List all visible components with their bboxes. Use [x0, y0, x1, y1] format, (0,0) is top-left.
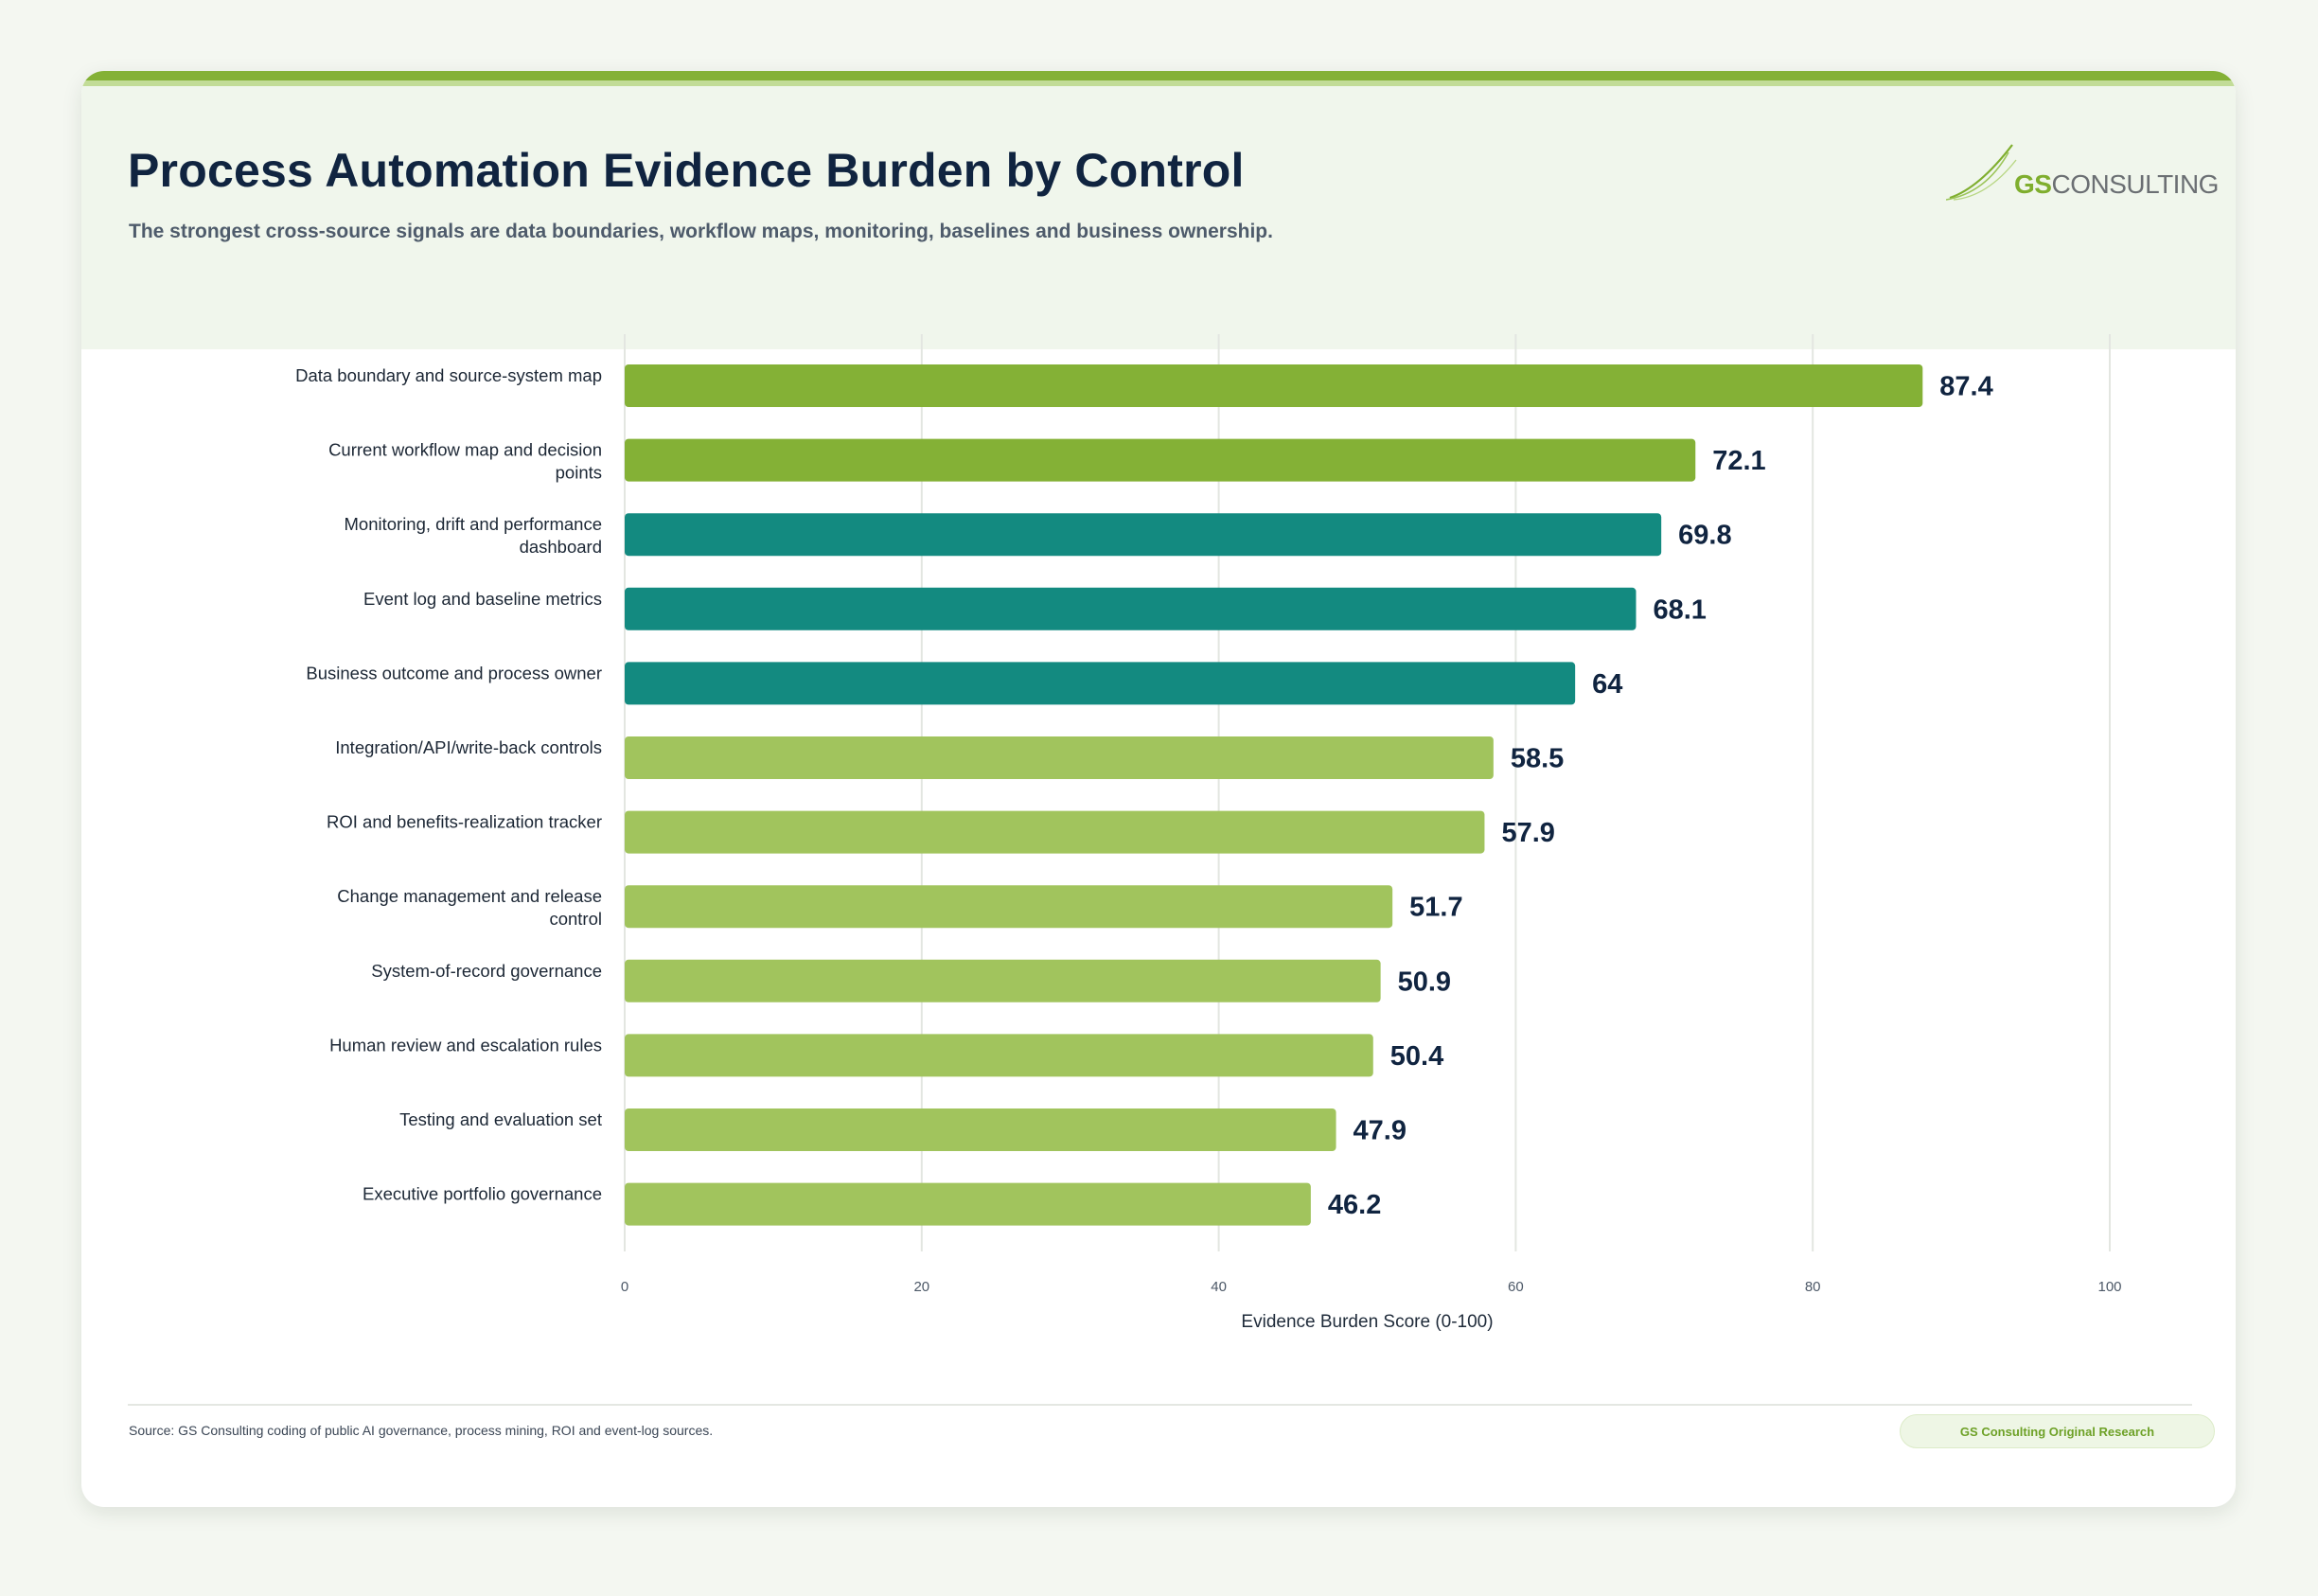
bar: [625, 662, 1576, 705]
category-label-line: points: [556, 463, 602, 483]
category-label-line: Monitoring, drift and performance: [345, 514, 603, 534]
logo-consulting: CONSULTING: [2051, 169, 2219, 199]
bar-value-label: 58.5: [1511, 744, 1564, 774]
x-tick-label: 80: [1805, 1279, 1821, 1295]
category-label: Business outcome and process owner: [306, 663, 602, 683]
source-note: Source: GS Consulting coding of public A…: [129, 1423, 714, 1438]
category-label: Event log and baseline metrics: [363, 589, 602, 609]
bar-value-label: 69.8: [1678, 521, 1731, 551]
page-subtitle: The strongest cross-source signals are d…: [129, 221, 1273, 242]
bar: [625, 959, 1381, 1002]
bar-value-label: 87.4: [1939, 372, 1992, 402]
category-label-line: Change management and release: [337, 886, 602, 906]
bar: [625, 1034, 1373, 1077]
bar: [625, 1108, 1336, 1151]
bar-value-label: 57.9: [1501, 818, 1554, 848]
x-tick-label: 0: [621, 1279, 628, 1295]
category-label: Current workflow map and decision points: [328, 440, 602, 483]
bar: [625, 587, 1637, 630]
category-label-line: Event log and baseline metrics: [363, 589, 602, 609]
bar-value-label: 46.2: [1328, 1190, 1381, 1220]
category-label-line: Data boundary and source-system map: [295, 365, 602, 385]
accent-bar: [81, 71, 2236, 80]
logo-text: GSCONSULTING: [2014, 169, 2219, 200]
chart-card: Process Automation Evidence Burden by Co…: [81, 71, 2236, 1507]
bar-value-label: 68.1: [1653, 594, 1706, 625]
category-label: Change management and release control: [337, 886, 602, 929]
category-label: Monitoring, drift and performance dashboa…: [345, 514, 603, 557]
x-tick-label: 40: [1211, 1279, 1227, 1295]
category-label-line: ROI and benefits-realization tracker: [327, 812, 602, 832]
category-label-line: dashboard: [520, 537, 602, 557]
bar: [625, 810, 1485, 854]
category-label-line: System-of-record governance: [371, 961, 602, 981]
bar: [625, 736, 1494, 779]
category-label-line: Current workflow map and decision: [328, 440, 602, 460]
x-axis-label: Evidence Burden Score (0-100): [1241, 1312, 1493, 1332]
bar-chart: 0 20 40 60 80 100 Evidence Burden Score (0-100…: [295, 334, 2122, 1332]
category-label: System-of-record governance: [371, 961, 602, 981]
header: Process Automation Evidence Burden by Co…: [81, 86, 2236, 349]
category-label: Human review and escalation rules: [329, 1035, 602, 1055]
x-tick-label: 100: [2097, 1279, 2121, 1295]
footer-divider: [128, 1404, 2192, 1406]
logo-swoosh-icon: [1946, 144, 2017, 201]
bar-value-label: 51.7: [1409, 893, 1462, 923]
category-label-line: Human review and escalation rules: [329, 1035, 602, 1055]
category-label: ROI and benefits-realization tracker: [327, 812, 602, 832]
bar: [625, 438, 1696, 482]
category-label-line: control: [549, 909, 602, 929]
bar: [625, 1182, 1311, 1226]
x-tick-label: 20: [913, 1279, 929, 1295]
accent-bar-light: [81, 80, 2236, 86]
bar: [625, 364, 1923, 407]
category-label-line: Business outcome and process owner: [306, 663, 602, 683]
category-label: Executive portfolio governance: [363, 1184, 602, 1204]
bar: [625, 513, 1662, 557]
bar-value-label: 72.1: [1712, 446, 1765, 476]
category-label: Data boundary and source-system map: [295, 365, 602, 385]
research-badge: GS Consulting Original Research: [1900, 1414, 2215, 1448]
bar-value-label: 47.9: [1354, 1116, 1407, 1146]
category-label: Integration/API/write-back controls: [335, 737, 602, 757]
category-label-line: Executive portfolio governance: [363, 1184, 602, 1204]
category-label: Testing and evaluation set: [399, 1109, 602, 1129]
page-title: Process Automation Evidence Burden by Co…: [128, 144, 1245, 197]
x-tick-label: 60: [1508, 1279, 1524, 1295]
category-label-line: Testing and evaluation set: [399, 1109, 602, 1129]
gs-consulting-logo: GSCONSULTING: [1946, 143, 2219, 204]
bar-value-label: 50.9: [1398, 966, 1451, 997]
bar: [625, 885, 1393, 929]
category-label-line: Integration/API/write-back controls: [335, 737, 602, 757]
bar-value-label: 50.4: [1390, 1041, 1443, 1072]
bar-value-label: 64: [1592, 669, 1622, 700]
logo-gs: GS: [2014, 169, 2052, 199]
